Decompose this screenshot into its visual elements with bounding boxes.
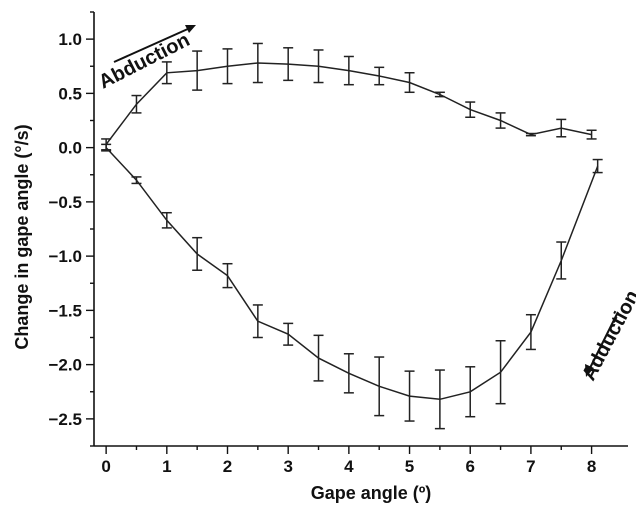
y-tick-label: 1.0 bbox=[58, 30, 82, 49]
series-adduction-line bbox=[105, 147, 599, 401]
x-tick-label: 5 bbox=[405, 457, 414, 476]
x-tick-label: 7 bbox=[526, 457, 535, 476]
x-tick-label: 1 bbox=[162, 457, 171, 476]
x-tick-label: 0 bbox=[101, 457, 110, 476]
series-group bbox=[101, 42, 603, 430]
x-axis-title: Gape angle (º) bbox=[311, 483, 432, 503]
y-tick-label: −0.5 bbox=[48, 193, 82, 212]
y-tick-label: −2.5 bbox=[48, 410, 82, 429]
adduction-arrow-line bbox=[588, 311, 619, 371]
y-tick-label: −2.0 bbox=[48, 356, 82, 375]
x-tick-label: 2 bbox=[223, 457, 232, 476]
x-tick-label: 4 bbox=[344, 457, 354, 476]
abduction-label: Abduction bbox=[95, 29, 193, 93]
annotations-group: Abduction Adduction bbox=[95, 25, 636, 384]
y-axis-title: Change in gape angle (°/s) bbox=[12, 124, 32, 349]
y-tick-label: 0.0 bbox=[58, 139, 82, 158]
y-tick-label: −1.0 bbox=[48, 247, 82, 266]
axes-group: 0 1 2 3 4 5 6 7 8 1.0 0.5 0.0 −0.5 −1.0 −1.5 −2.0 −2.5 bbox=[48, 11, 628, 476]
x-tick-label: 8 bbox=[587, 457, 596, 476]
x-tick-label: 6 bbox=[465, 457, 474, 476]
abduction-arrow-line bbox=[113, 27, 191, 63]
x-tick-label: 3 bbox=[283, 457, 292, 476]
abduction-arrow-head bbox=[185, 25, 196, 33]
adduction-arrow-head bbox=[585, 364, 594, 377]
y-tick-label: −1.5 bbox=[48, 301, 82, 320]
y-tick-label: 0.5 bbox=[58, 84, 82, 103]
